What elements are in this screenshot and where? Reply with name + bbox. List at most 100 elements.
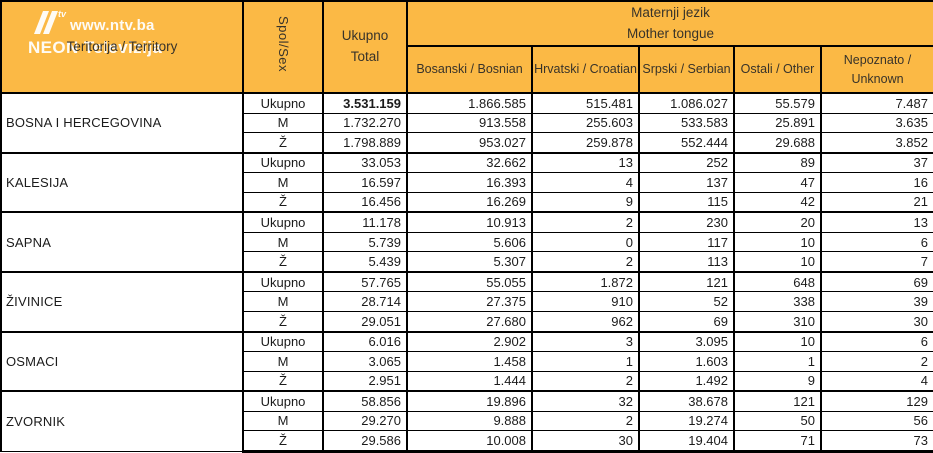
value-cell: 310 — [733, 310, 822, 333]
value-cell: 50 — [733, 410, 822, 432]
table-row: BOSNA I HERCEGOVINA Ukupno 3.531.159 1.866.… — [0, 91, 933, 154]
value-cell: 2 — [531, 211, 640, 233]
value-cell: 2 — [820, 351, 933, 372]
value-cell: 259.878 — [531, 132, 640, 154]
table-row: M 1.732.270 913.558 255.603 533.583 25.891 3.6… — [1, 112, 933, 134]
value-cell: 2 — [531, 251, 640, 273]
total-cell: 29.270 — [322, 410, 408, 432]
value-cell: 252 — [638, 151, 735, 174]
value-cell: 2 — [531, 370, 640, 392]
total-cell: 5.439 — [322, 251, 408, 273]
value-cell: 37 — [820, 151, 933, 174]
territory-cell: KALESIJA — [0, 151, 244, 213]
value-cell: 52 — [638, 291, 735, 312]
table-body: BOSNA I HERCEGOVINA Ukupno 3.531.159 1.866.… — [0, 91, 933, 453]
table-row: SAPNA Ukupno 11.178 10.913 2 230 20 13 — [0, 211, 933, 273]
value-cell: 3.095 — [638, 330, 735, 353]
sex-header-label: Spol/Sex — [276, 15, 292, 72]
value-cell: 1.872 — [531, 270, 640, 293]
total-header-line1: Ukupno — [341, 28, 389, 44]
value-cell: 7.487 — [820, 91, 933, 114]
value-cell: 6 — [820, 330, 933, 353]
language-header-unknown: Nepoznato / Unknown — [820, 45, 933, 94]
language-header-bosnian: Bosanski / Bosnian — [406, 45, 533, 94]
value-cell: 9.888 — [406, 410, 533, 432]
value-cell: 32.662 — [406, 151, 533, 174]
value-cell: 4 — [531, 172, 640, 193]
value-cell: 19.404 — [638, 430, 735, 453]
value-cell: 55.055 — [406, 270, 533, 293]
value-cell: 38.678 — [638, 390, 735, 412]
language-header-serbian: Srpski / Serbian — [638, 45, 735, 94]
value-cell: 5.606 — [406, 231, 533, 253]
table-row: M 5.739 5.606 0 117 10 6 — [1, 231, 933, 253]
value-cell: 338 — [733, 291, 822, 312]
value-cell: 10.913 — [406, 211, 533, 233]
sex-cell: Ukupno — [242, 270, 324, 293]
value-cell: 9 — [531, 191, 640, 213]
value-cell: 515.481 — [531, 91, 640, 114]
value-cell: 89 — [733, 151, 822, 174]
value-cell: 2 — [531, 410, 640, 432]
value-cell: 4 — [820, 370, 933, 392]
value-cell: 27.680 — [406, 310, 533, 333]
value-cell: 55.579 — [733, 91, 822, 114]
value-cell: 71 — [733, 430, 822, 453]
sex-cell: M — [242, 410, 324, 432]
total-cell: 29.586 — [322, 430, 408, 453]
value-cell: 953.027 — [406, 132, 533, 154]
value-cell: 121 — [733, 390, 822, 412]
table-row: M 29.270 9.888 2 19.274 50 56 — [1, 410, 933, 432]
total-cell: 11.178 — [322, 211, 408, 233]
svg-text:tv: tv — [58, 9, 67, 19]
value-cell: 20 — [733, 211, 822, 233]
territory-cell: OSMACI — [0, 330, 244, 392]
value-cell: 1 — [733, 351, 822, 372]
sex-header: Spol/Sex — [242, 0, 324, 94]
mother-tongue-line2: Mother tongue — [626, 25, 715, 41]
territory-cell: BOSNA I HERCEGOVINA — [0, 92, 244, 154]
value-cell: 1.444 — [406, 370, 533, 392]
total-cell: 6.016 — [322, 330, 408, 353]
table-row: M 16.597 16.393 4 137 47 16 — [1, 172, 933, 193]
value-cell: 1.603 — [638, 351, 735, 372]
sex-cell: M — [242, 351, 324, 372]
value-cell: 113 — [638, 251, 735, 273]
mother-tongue-line1: Maternji jezik — [631, 4, 710, 20]
value-cell: 1.086.027 — [638, 91, 735, 114]
mother-tongue-header: Maternji jezik Mother tongue — [406, 0, 933, 47]
value-cell: 27.375 — [406, 291, 533, 312]
sex-cell: M — [242, 231, 324, 253]
value-cell: 39 — [820, 291, 933, 312]
value-cell: 3.635 — [820, 112, 933, 134]
value-cell: 30 — [531, 430, 640, 453]
sex-cell: Ukupno — [242, 330, 324, 353]
value-cell: 121 — [638, 270, 735, 293]
value-cell: 10 — [733, 330, 822, 353]
value-cell: 32 — [531, 390, 640, 412]
value-cell: 1.492 — [638, 370, 735, 392]
value-cell: 115 — [638, 191, 735, 213]
value-cell: 9 — [733, 370, 822, 392]
territory-header: tv www.ntv.ba NEON Televizija Teritorija… — [0, 0, 244, 94]
sex-cell: Ž — [242, 251, 324, 273]
sex-cell: Ž — [242, 132, 324, 154]
ntv-logo-icon: tv — [34, 9, 67, 34]
table-row: Ž 5.439 5.307 2 113 10 7 — [1, 251, 933, 273]
value-cell: 13 — [820, 211, 933, 233]
value-cell: 255.603 — [531, 112, 640, 134]
value-cell: 3.852 — [820, 132, 933, 154]
sex-cell: Ž — [242, 370, 324, 392]
value-cell: 1.458 — [406, 351, 533, 372]
total-cell: 1.798.889 — [322, 132, 408, 154]
total-cell: 58.856 — [322, 390, 408, 412]
value-cell: 129 — [820, 390, 933, 412]
value-cell: 2.902 — [406, 330, 533, 353]
value-cell: 913.558 — [406, 112, 533, 134]
total-cell: 29.051 — [322, 310, 408, 333]
territory-header-label: Teritorija / Territory — [66, 38, 178, 54]
language-header-croatian: Hrvatski / Croatian — [531, 45, 640, 94]
sex-cell: Ukupno — [242, 91, 324, 114]
value-cell: 10 — [733, 231, 822, 253]
